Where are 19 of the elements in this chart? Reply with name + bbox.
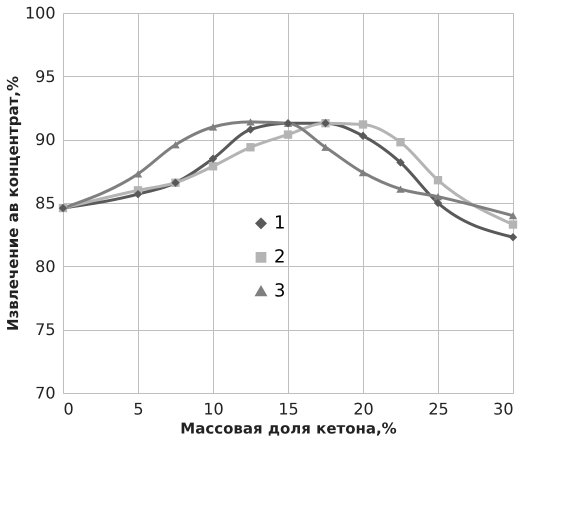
legend-label: 1: [274, 212, 286, 234]
legend-label: 2: [274, 246, 286, 268]
x-tick-label: 30: [493, 400, 514, 418]
y-tick-label: 85: [35, 194, 56, 212]
x-tick-label: 0: [64, 400, 74, 418]
y-tick-label: 75: [35, 320, 56, 340]
y-axis-title: Извлечение ав концентрат,%: [4, 76, 22, 331]
y-tick-label: 70: [35, 384, 56, 402]
y-tick-label: 90: [35, 130, 56, 150]
x-tick-label: 25: [428, 400, 449, 418]
x-tick-label: 20: [353, 400, 374, 418]
x-axis-title: Массовая доля кетона,%: [180, 420, 397, 438]
x-tick-label: 5: [133, 400, 144, 418]
y-tick-label: 95: [35, 66, 56, 86]
x-tick-label: 10: [203, 400, 224, 418]
y-tick-label: 80: [35, 256, 56, 276]
y-tick-label: 100: [24, 4, 56, 22]
x-tick-label: 15: [278, 400, 299, 418]
legend-label: 3: [274, 280, 286, 302]
